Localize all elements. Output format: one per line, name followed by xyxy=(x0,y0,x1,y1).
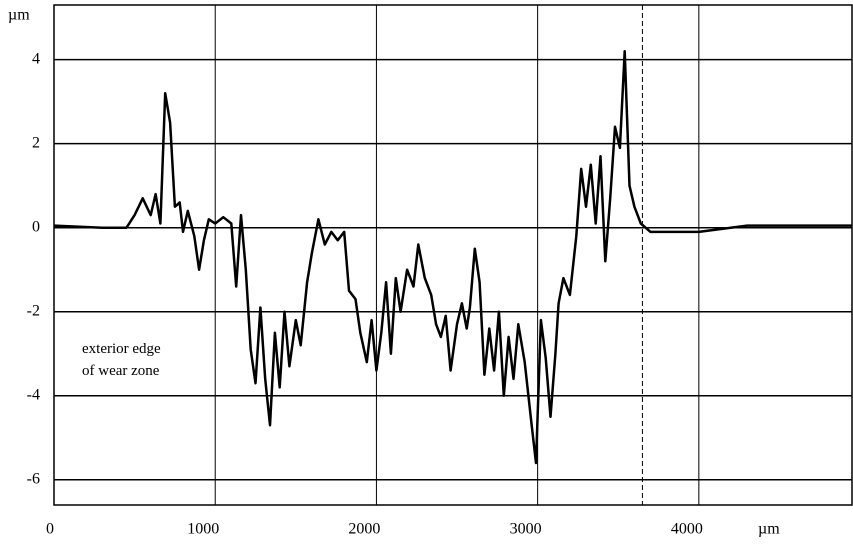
x-tick-label: 0 xyxy=(46,521,54,538)
y-tick-label: -2 xyxy=(27,302,40,319)
y-tick-label: 0 xyxy=(32,218,40,235)
y-tick-label: 4 xyxy=(32,50,40,67)
y-tick-label: -4 xyxy=(27,386,40,403)
y-tick-label: -6 xyxy=(27,470,40,487)
x-tick-label: 4000 xyxy=(671,521,703,538)
plot-frame xyxy=(53,4,853,506)
x-tick-label: 1000 xyxy=(187,521,219,538)
x-unit: µm xyxy=(758,521,780,538)
profile-line xyxy=(53,49,852,465)
x-tick-label: 2000 xyxy=(348,521,380,538)
y-tick-label: 2 xyxy=(32,134,40,151)
y-unit: µm xyxy=(8,7,30,24)
annotation: exterior edge of wear zone xyxy=(82,341,161,379)
x-tick-label: 3000 xyxy=(510,521,542,538)
